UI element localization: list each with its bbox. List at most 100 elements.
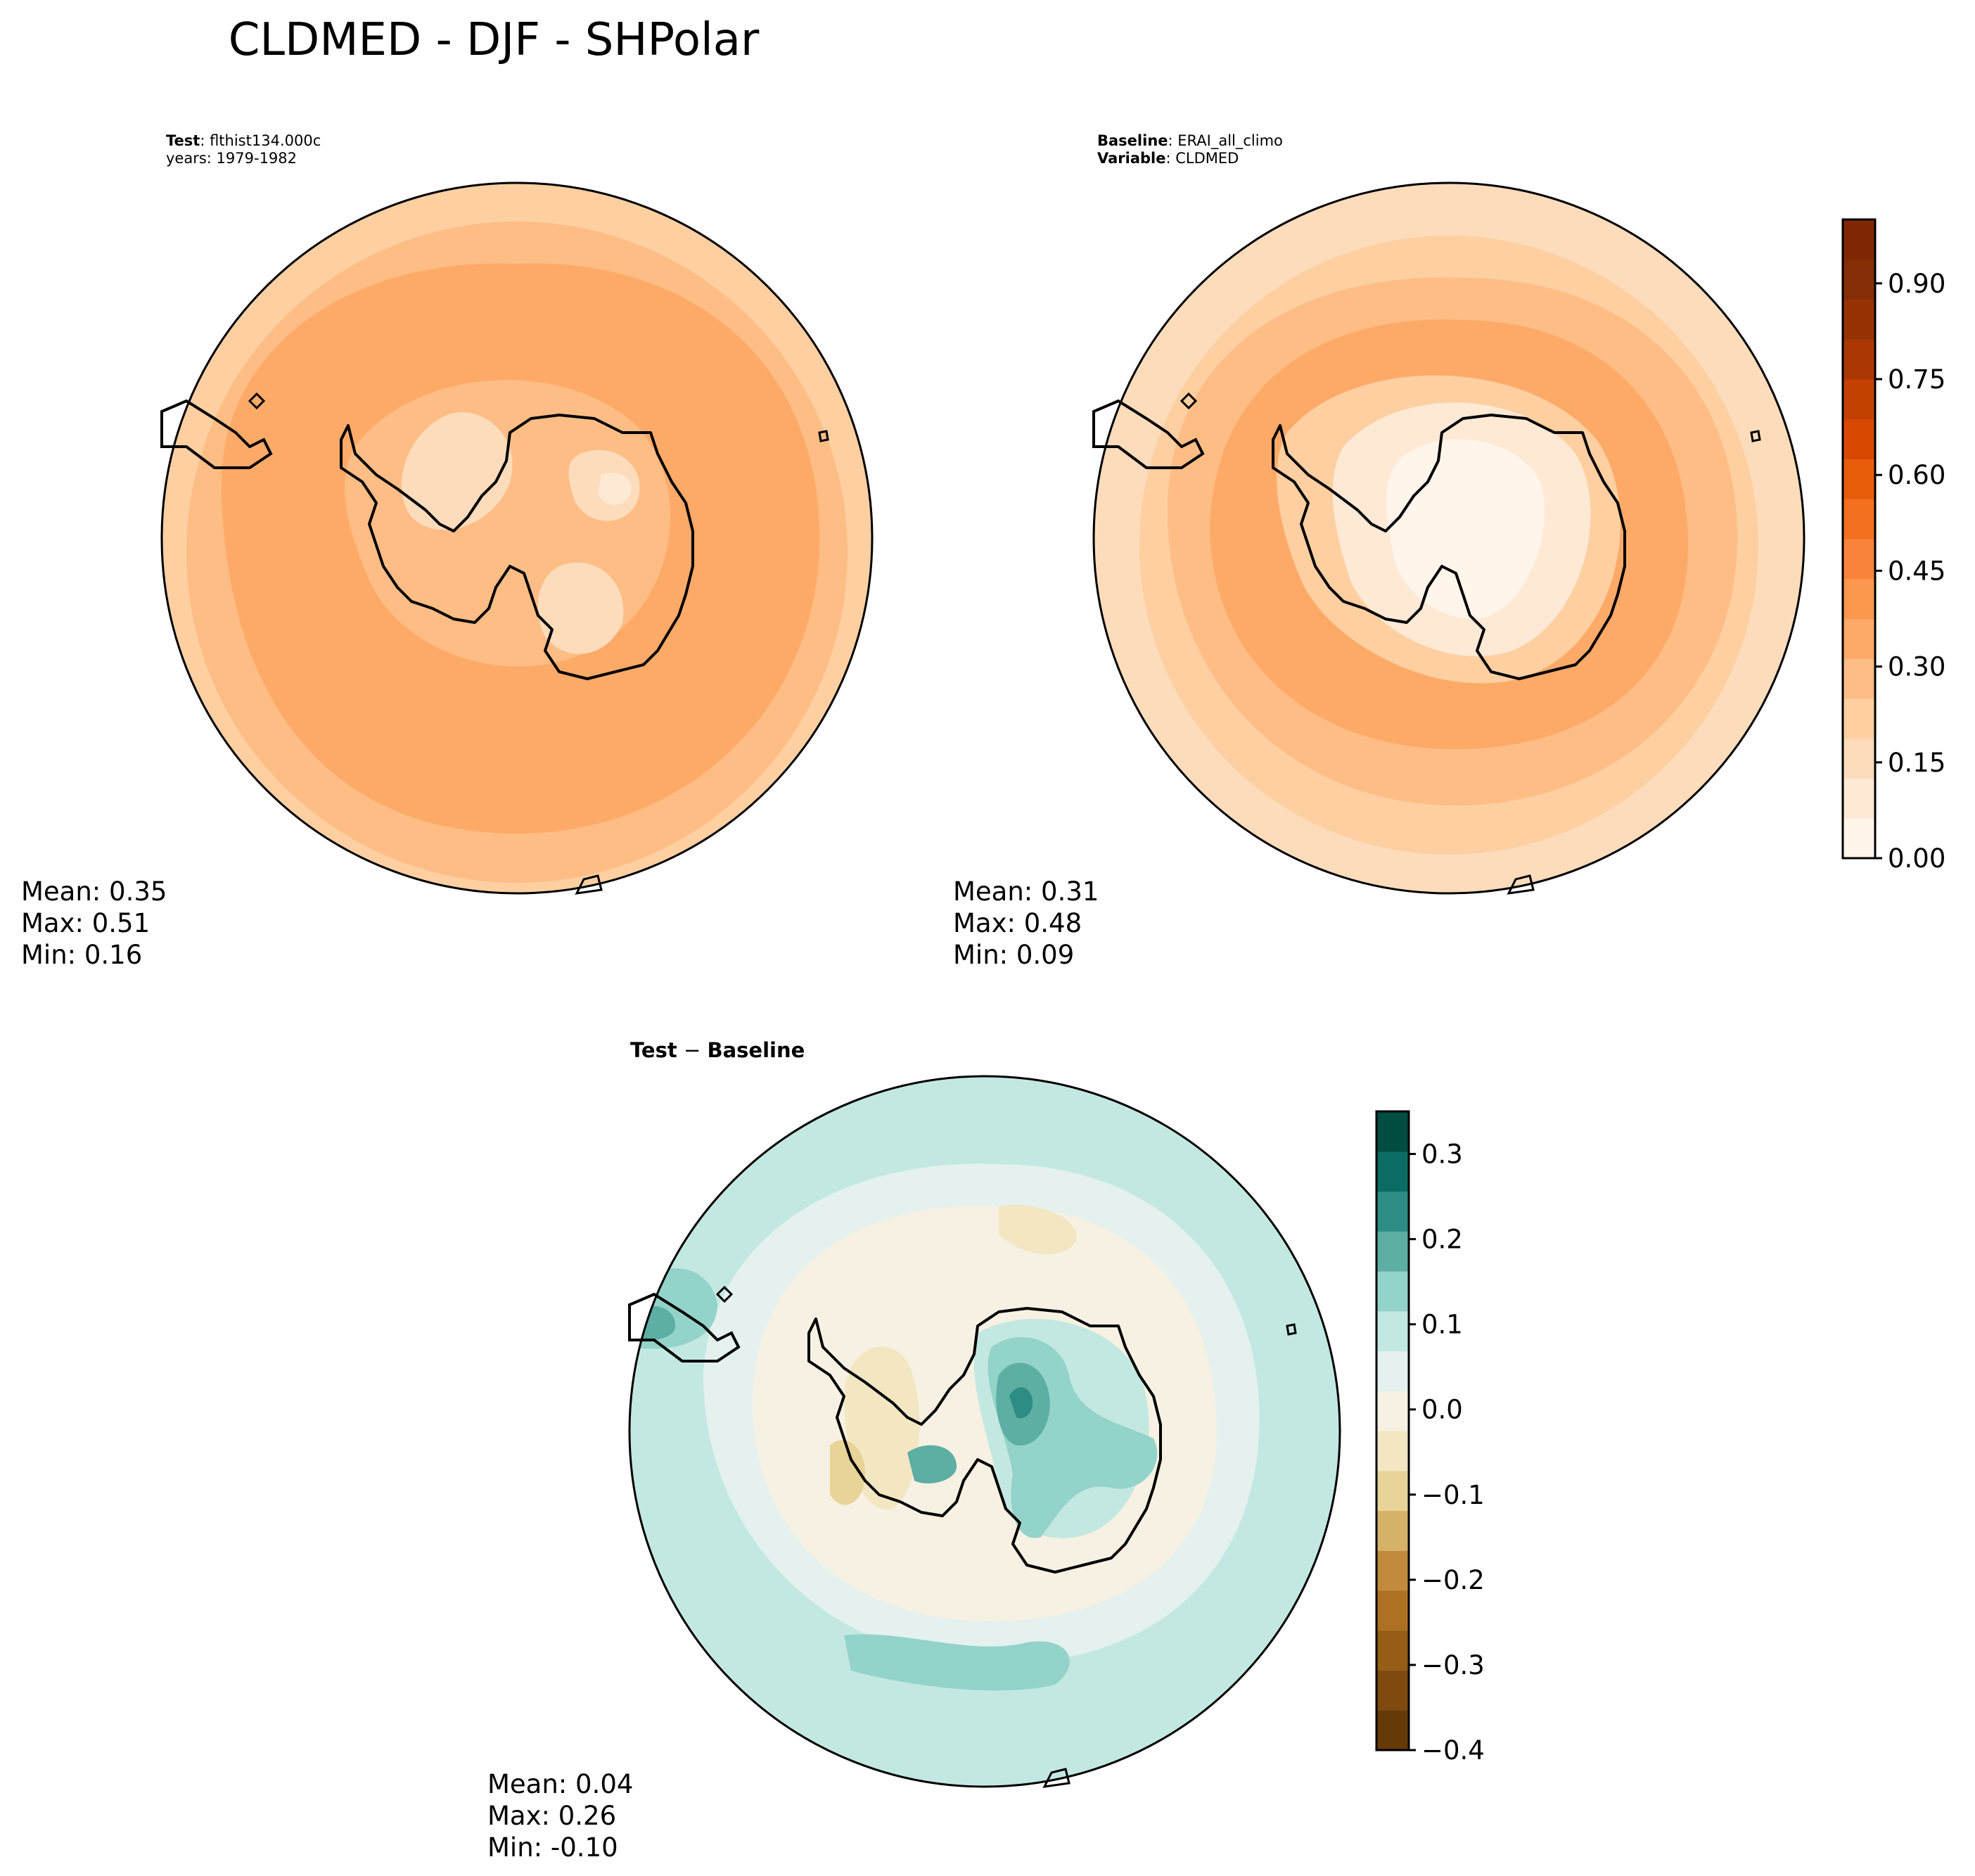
diff-colorbar-segment bbox=[1376, 1231, 1409, 1272]
diff-colorbar-tick-label: 0.0 bbox=[1421, 1395, 1463, 1425]
main-colorbar-segment bbox=[1843, 339, 1875, 380]
main-colorbar-segment bbox=[1843, 578, 1875, 620]
diff-colorbar-segment bbox=[1376, 1191, 1409, 1232]
baseline-island-2 bbox=[1750, 430, 1761, 442]
figure-title: CLDMED - DJF - SHPolar bbox=[228, 14, 760, 66]
diff-antarctica-coastline bbox=[807, 1307, 1162, 1574]
main-colorbar-tick-label: 0.15 bbox=[1888, 748, 1945, 778]
test-south-america-coastline bbox=[160, 399, 273, 469]
main-colorbar-tick-label: 0.30 bbox=[1888, 652, 1945, 682]
test-map-boundary bbox=[160, 181, 874, 895]
diff-colorbar-tick-label: 0.2 bbox=[1421, 1225, 1463, 1255]
main-colorbar: 0.00 0.15 0.30 0.45 0.60 0.75 0.90 bbox=[1841, 218, 1945, 874]
diff-field-pos5 bbox=[907, 1445, 957, 1483]
diff-colorbar-tick-label: −0.2 bbox=[1421, 1565, 1485, 1595]
diff-stats: Mean: 0.04 Max: 0.26 Min: -0.10 bbox=[487, 1768, 633, 1863]
diff-colorbar-tick-label: −0.1 bbox=[1421, 1480, 1485, 1510]
diff-colorbar-segment bbox=[1376, 1310, 1409, 1352]
diff-colorbar-tick-label: −0.3 bbox=[1421, 1650, 1485, 1680]
main-colorbar-tick-label: 0.75 bbox=[1888, 364, 1945, 395]
test-field-inner2 bbox=[401, 412, 513, 530]
test-island-2 bbox=[818, 430, 829, 442]
test-field-inner5 bbox=[598, 473, 632, 505]
baseline-stats: Mean: 0.31 Max: 0.48 Min: 0.09 bbox=[953, 876, 1099, 971]
diff-panel-title: Test − Baseline bbox=[630, 1038, 805, 1062]
test-label: Test bbox=[166, 132, 200, 149]
baseline-max: Max: 0.48 bbox=[953, 908, 1082, 938]
test-max: Max: 0.51 bbox=[21, 908, 151, 938]
main-colorbar-segment bbox=[1843, 419, 1875, 460]
main-colorbar-frame bbox=[1841, 218, 1877, 860]
diff-island-3 bbox=[1042, 1768, 1070, 1788]
diff-colorbar-segment bbox=[1376, 1710, 1409, 1751]
diff-colorbar-segment bbox=[1376, 1111, 1409, 1152]
main-colorbar-segment bbox=[1843, 459, 1875, 499]
diff-colorbar-tick-label: 0.3 bbox=[1421, 1140, 1463, 1170]
diff-colorbar-segment bbox=[1376, 1630, 1409, 1671]
baseline-mean: Mean: 0.31 bbox=[953, 876, 1099, 907]
test-antarctica-coastline bbox=[340, 414, 694, 680]
baseline-label: Baseline bbox=[1097, 132, 1168, 149]
main-colorbar-tick-label: 0.90 bbox=[1888, 269, 1945, 299]
test-case-name: : flthist134.000c bbox=[200, 132, 321, 149]
diff-field-pos7 bbox=[629, 1306, 675, 1340]
baseline-map-boundary bbox=[1092, 181, 1805, 895]
baseline-island-3 bbox=[1507, 874, 1535, 895]
diff-field-pos8 bbox=[844, 1634, 1070, 1691]
diff-south-america-coastline bbox=[628, 1292, 741, 1363]
test-metadata: Test: flthist134.000c years: 1979-1982 bbox=[166, 132, 321, 167]
test-stats: Mean: 0.35 Max: 0.51 Min: 0.16 bbox=[21, 876, 167, 971]
diff-colorbar-segment bbox=[1376, 1391, 1409, 1431]
main-colorbar-segment bbox=[1843, 658, 1875, 699]
test-field-inner4 bbox=[537, 562, 624, 654]
main-colorbar-segment bbox=[1843, 818, 1875, 859]
main-colorbar-tick-label: 0.60 bbox=[1888, 460, 1945, 490]
test-island-3 bbox=[575, 874, 603, 895]
main-colorbar-segment bbox=[1843, 299, 1875, 340]
diff-colorbar-segment bbox=[1376, 1670, 1409, 1711]
main-colorbar-segment bbox=[1843, 219, 1875, 260]
diff-colorbar-frame bbox=[1375, 1110, 1410, 1751]
test-years: years: 1979-1982 bbox=[166, 150, 298, 167]
main-colorbar-segment bbox=[1843, 259, 1875, 300]
diff-colorbar-segment bbox=[1376, 1431, 1409, 1472]
test-mean: Mean: 0.35 bbox=[21, 876, 167, 907]
diff-island-2 bbox=[1286, 1323, 1297, 1336]
baseline-island-1 bbox=[1180, 392, 1198, 410]
main-colorbar-tick-label: 0.45 bbox=[1888, 556, 1945, 586]
diff-colorbar-segment bbox=[1376, 1151, 1409, 1192]
diff-colorbar-segment bbox=[1376, 1510, 1409, 1551]
diff-colorbar-tick-label: 0.1 bbox=[1421, 1310, 1463, 1340]
main-colorbar-segment bbox=[1843, 379, 1875, 420]
diff-map-boundary bbox=[628, 1075, 1341, 1788]
diff-min: Min: -0.10 bbox=[487, 1832, 618, 1863]
main-colorbar-segment bbox=[1843, 698, 1875, 739]
diff-colorbar-segment bbox=[1376, 1590, 1409, 1631]
diff-colorbar-segment bbox=[1376, 1271, 1409, 1312]
main-colorbar-segment bbox=[1843, 539, 1875, 580]
diff-field-neg3 bbox=[999, 1205, 1078, 1255]
diff-title-baseline: Baseline bbox=[707, 1038, 805, 1062]
diff-colorbar-segment bbox=[1376, 1351, 1409, 1391]
diff-island-1 bbox=[715, 1285, 734, 1303]
baseline-name: : ERAI_all_climo bbox=[1168, 132, 1283, 149]
main-colorbar-segment bbox=[1843, 499, 1875, 540]
main-colorbar-segment bbox=[1843, 618, 1875, 659]
main-colorbar-segment bbox=[1843, 778, 1875, 819]
diff-mean: Mean: 0.04 bbox=[487, 1769, 634, 1799]
test-island-1 bbox=[248, 392, 266, 410]
diff-colorbar: −0.4 −0.3 −0.2 −0.1 0.0 0.1 0.2 0.3 bbox=[1375, 1110, 1485, 1766]
diff-max: Max: 0.26 bbox=[487, 1801, 617, 1831]
test-map bbox=[160, 181, 874, 895]
variable-label: Variable bbox=[1097, 150, 1166, 167]
main-colorbar-tick-label: 0.00 bbox=[1888, 843, 1945, 874]
baseline-min: Min: 0.09 bbox=[953, 940, 1075, 970]
diff-colorbar-segment bbox=[1376, 1470, 1409, 1512]
baseline-south-america-coastline bbox=[1092, 399, 1205, 469]
main-colorbar-segment bbox=[1843, 738, 1875, 779]
diff-field-pos4 bbox=[1009, 1387, 1033, 1419]
diff-title-test: Test bbox=[630, 1038, 677, 1062]
baseline-metadata: Baseline: ERAI_all_climo Variable: CLDME… bbox=[1097, 132, 1283, 167]
diff-title-sep: − bbox=[677, 1038, 708, 1062]
diff-map bbox=[628, 1075, 1341, 1788]
